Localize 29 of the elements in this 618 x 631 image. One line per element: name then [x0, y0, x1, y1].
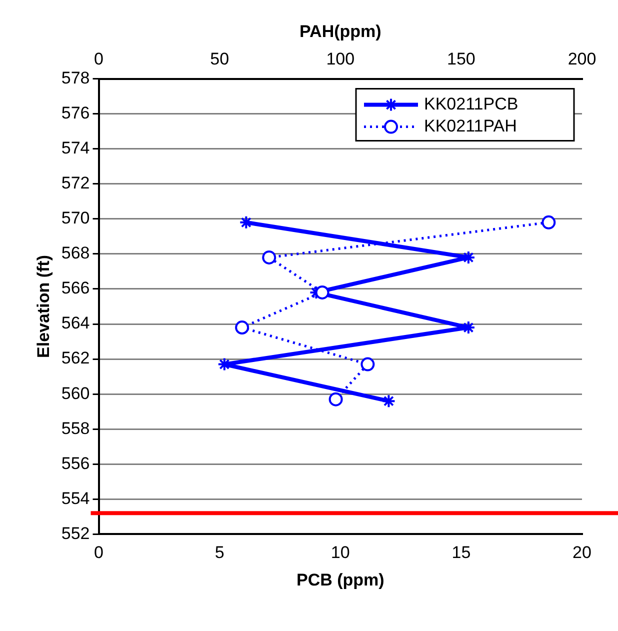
x-tick-label: 20	[572, 543, 592, 562]
y-tick-label: 558	[61, 418, 90, 438]
y-tick-label: 562	[61, 348, 90, 368]
legend-label: KK0211PCB	[424, 94, 518, 114]
y-tick-label: 566	[61, 278, 90, 298]
y-axis-title: Elevation (ft)	[34, 255, 53, 358]
x2-tick-label: 200	[568, 49, 596, 68]
x2-tick-label: 50	[210, 49, 230, 68]
y-tick-label: 560	[61, 384, 90, 403]
x2-tick-label: 100	[326, 49, 355, 68]
x-axis-title: PCB (ppm)	[296, 570, 384, 590]
y-tick-label: 564	[61, 314, 90, 333]
y-tick-label: 554	[61, 488, 90, 508]
y-tick-label: 578	[61, 68, 90, 88]
y-tick-label: 552	[61, 524, 90, 543]
x-tick-label: 15	[452, 543, 471, 562]
x-tick-label: 0	[94, 543, 104, 562]
y-tick-label: 576	[61, 104, 90, 123]
x2-tick-label: 150	[447, 49, 476, 68]
x-tick-label: 10	[330, 543, 350, 562]
y-tick-label: 568	[61, 244, 90, 263]
x2-tick-label: 0	[94, 49, 104, 68]
x2-axis-title: PAH(ppm)	[299, 22, 382, 41]
y-tick-label: 556	[61, 454, 90, 473]
y-tick-label: 572	[61, 174, 90, 193]
x-tick-label: 5	[214, 543, 224, 562]
legend-label: KK0211PAH	[424, 116, 517, 136]
y-tick-label: 570	[61, 208, 90, 228]
y-tick-label: 574	[61, 138, 90, 158]
